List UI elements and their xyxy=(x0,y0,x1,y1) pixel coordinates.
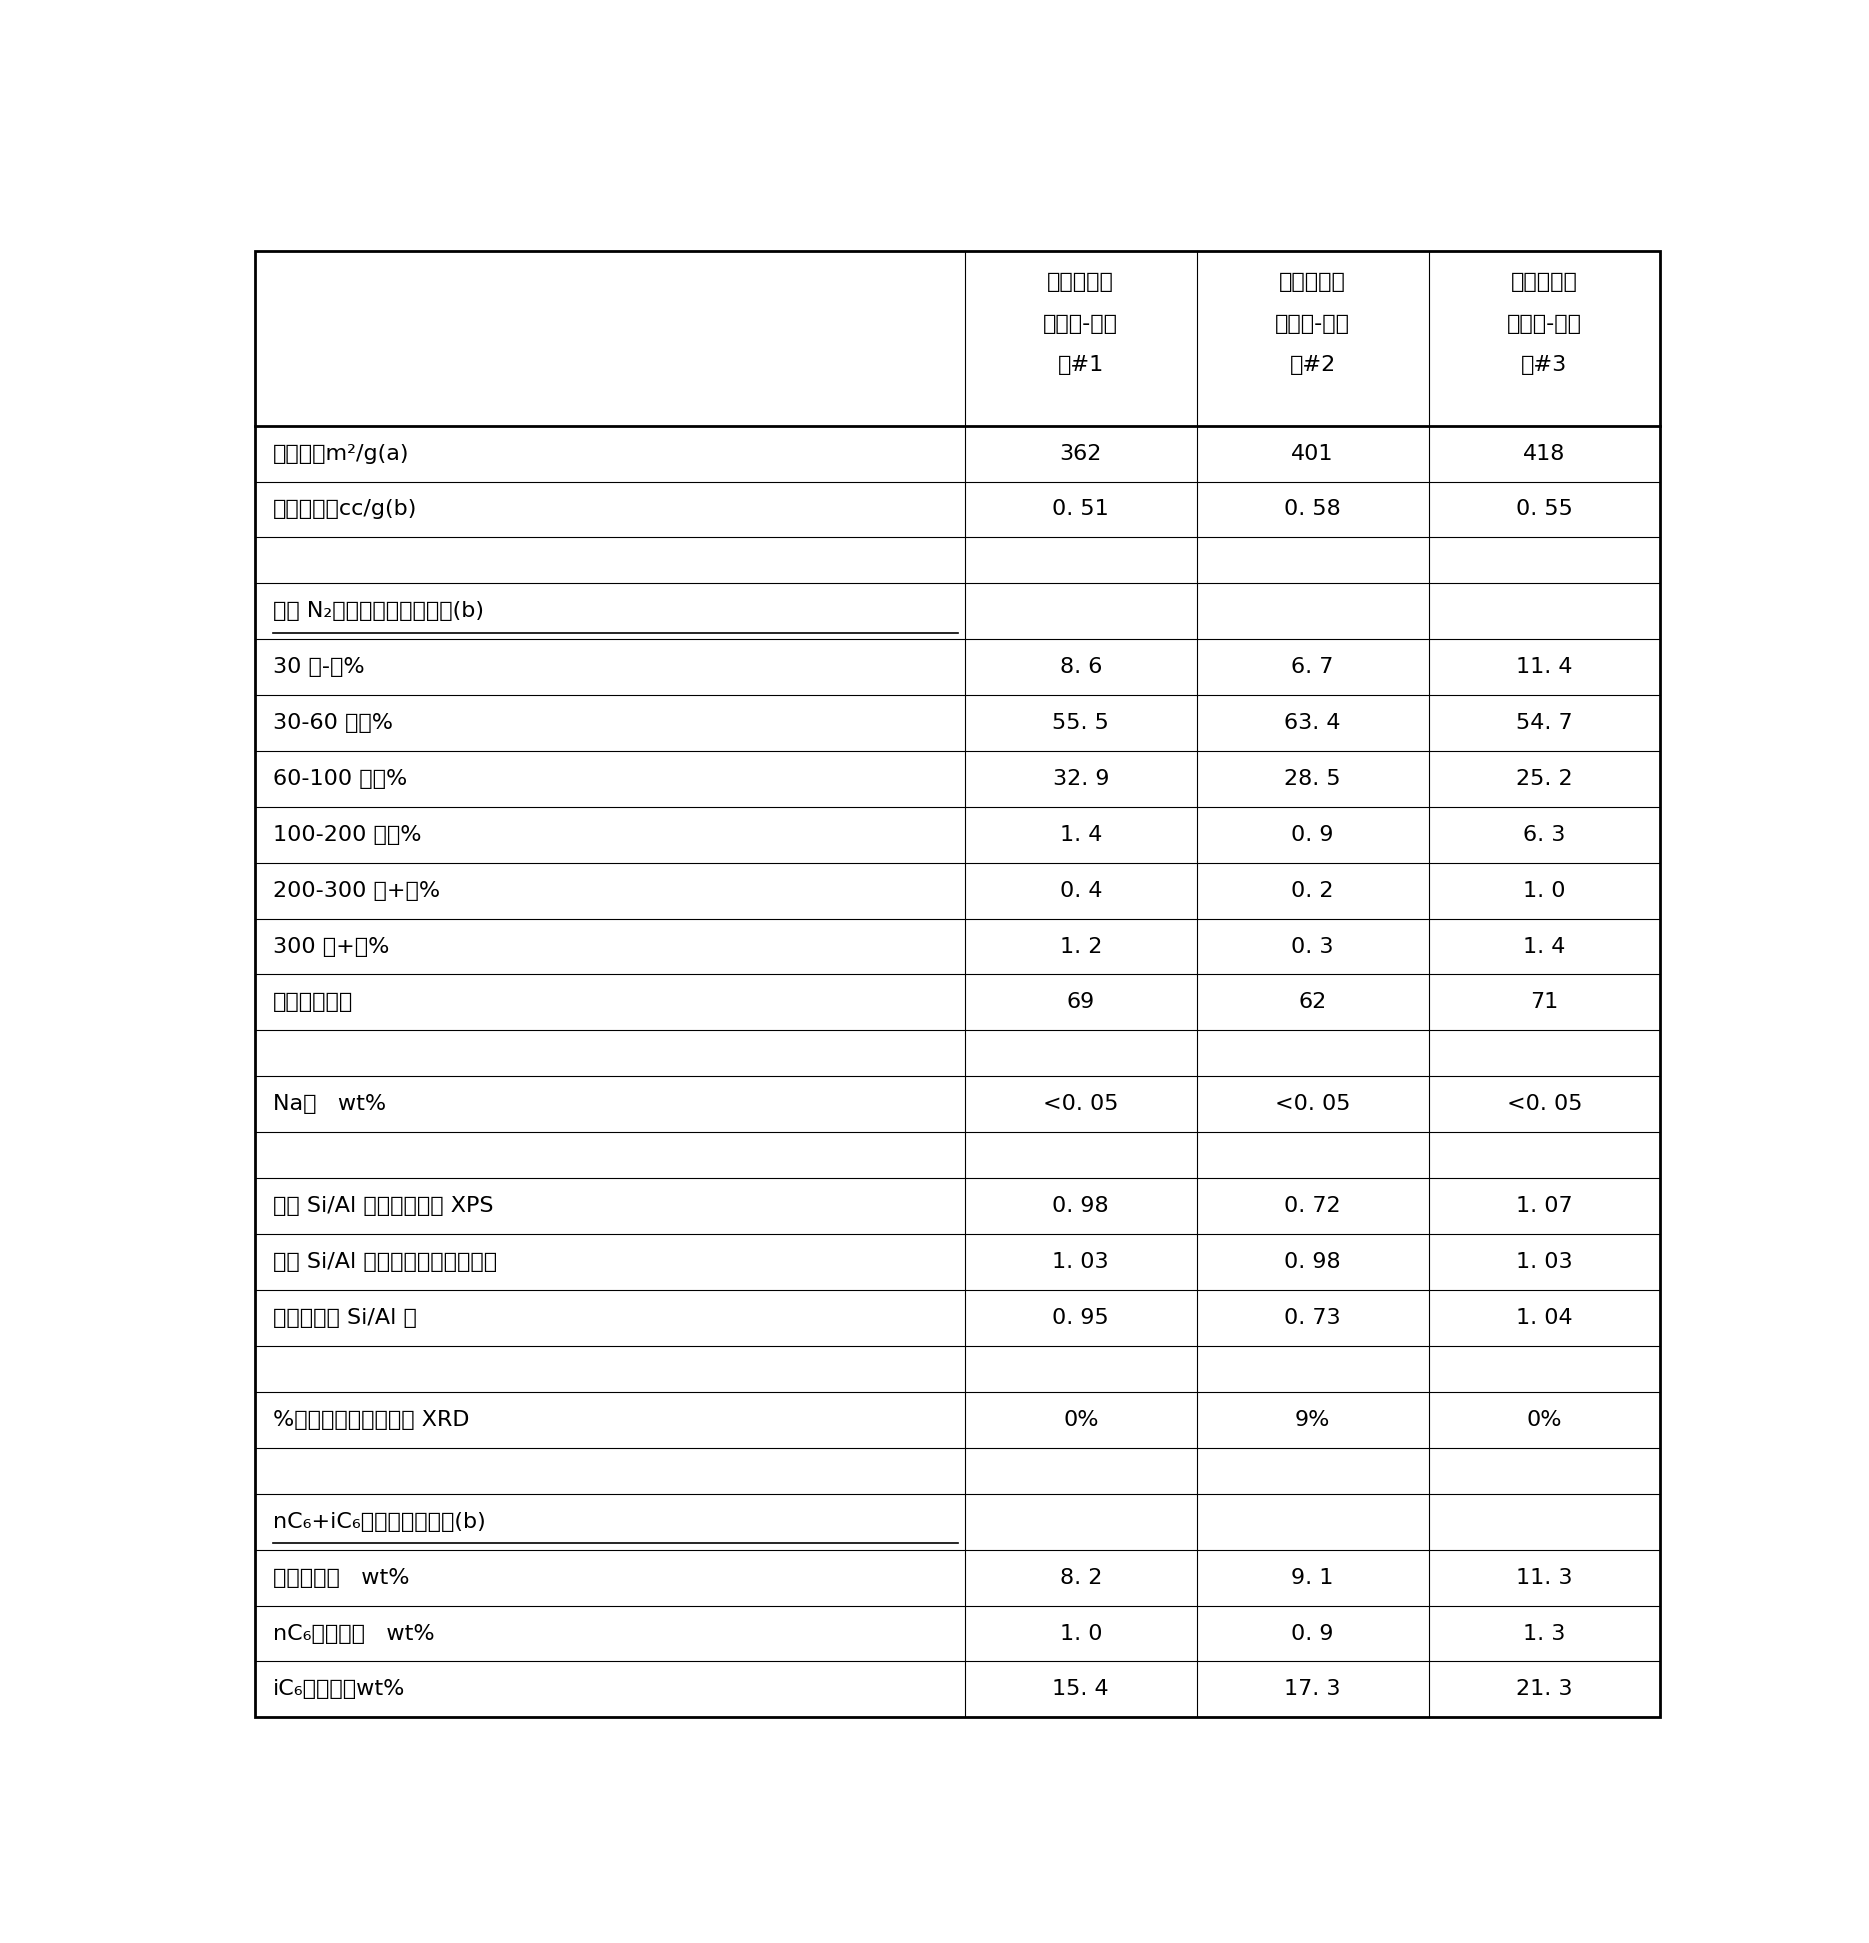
Text: 0. 73: 0. 73 xyxy=(1284,1308,1340,1327)
Text: 铝#3: 铝#3 xyxy=(1521,356,1568,375)
Text: 0. 9: 0. 9 xyxy=(1291,824,1334,845)
Text: 1. 07: 1. 07 xyxy=(1516,1197,1574,1216)
Text: Na，   wt%: Na， wt% xyxy=(273,1094,385,1113)
Text: 32. 9: 32. 9 xyxy=(1052,769,1108,789)
Text: 21. 3: 21. 3 xyxy=(1516,1679,1572,1700)
Text: 401: 401 xyxy=(1291,443,1334,464)
Text: 62: 62 xyxy=(1299,993,1327,1012)
Text: 0. 3: 0. 3 xyxy=(1291,937,1334,956)
Text: 8. 2: 8. 2 xyxy=(1060,1568,1103,1587)
Text: 合乎要求的: 合乎要求的 xyxy=(1278,272,1346,291)
Text: 平均孔径，埃: 平均孔径，埃 xyxy=(273,993,353,1012)
Text: 100-200 埃，%: 100-200 埃，% xyxy=(273,824,421,845)
Text: 0. 72: 0. 72 xyxy=(1284,1197,1340,1216)
Text: 通过 N₂吸附测量的孔径分布(b): 通过 N₂吸附测量的孔径分布(b) xyxy=(273,602,484,622)
Text: 9%: 9% xyxy=(1295,1411,1331,1430)
Text: 0. 9: 0. 9 xyxy=(1291,1624,1334,1644)
Text: 1. 4: 1. 4 xyxy=(1523,937,1566,956)
Text: 1. 3: 1. 3 xyxy=(1523,1624,1566,1644)
Text: 0. 95: 0. 95 xyxy=(1052,1308,1108,1327)
Text: iC₆转化率，wt%: iC₆转化率，wt% xyxy=(273,1679,406,1700)
Text: 0. 98: 0. 98 xyxy=(1284,1251,1340,1273)
Text: 0. 4: 0. 4 xyxy=(1060,880,1103,902)
Text: 1. 0: 1. 0 xyxy=(1060,1624,1103,1644)
Text: 1. 0: 1. 0 xyxy=(1523,880,1566,902)
Text: 表面与本体 Si/Al 比: 表面与本体 Si/Al 比 xyxy=(273,1308,417,1327)
Text: 铝#1: 铝#1 xyxy=(1058,356,1105,375)
Text: 表面 Si/Al 原子比，通过 XPS: 表面 Si/Al 原子比，通过 XPS xyxy=(273,1197,493,1216)
Text: 氧化硅-氧化: 氧化硅-氧化 xyxy=(1506,313,1581,334)
Text: 11. 3: 11. 3 xyxy=(1516,1568,1572,1587)
Text: 300 埃+，%: 300 埃+，% xyxy=(273,937,389,956)
Text: 0. 58: 0. 58 xyxy=(1284,499,1340,519)
Text: 362: 362 xyxy=(1060,443,1103,464)
Text: 表面积，m²/g(a): 表面积，m²/g(a) xyxy=(273,443,409,464)
Text: 1. 04: 1. 04 xyxy=(1516,1308,1574,1327)
Text: 6. 3: 6. 3 xyxy=(1523,824,1566,845)
Text: 17. 3: 17. 3 xyxy=(1284,1679,1340,1700)
Text: 0. 2: 0. 2 xyxy=(1291,880,1334,902)
Text: 1. 03: 1. 03 xyxy=(1052,1251,1108,1273)
Text: 54. 7: 54. 7 xyxy=(1516,713,1574,733)
Text: 30 埃-，%: 30 埃-，% xyxy=(273,657,364,678)
Text: 0. 55: 0. 55 xyxy=(1516,499,1574,519)
Text: nC₆+iC₆模型化合物试验(b): nC₆+iC₆模型化合物试验(b) xyxy=(273,1512,486,1531)
Text: <0. 05: <0. 05 xyxy=(1506,1094,1583,1113)
Text: 6. 7: 6. 7 xyxy=(1291,657,1334,678)
Text: 0%: 0% xyxy=(1527,1411,1562,1430)
Text: 71: 71 xyxy=(1531,993,1559,1012)
Text: 11. 4: 11. 4 xyxy=(1516,657,1572,678)
Text: 铝#2: 铝#2 xyxy=(1290,356,1336,375)
Text: 本体 Si/Al 原子比，通过元素分析: 本体 Si/Al 原子比，通过元素分析 xyxy=(273,1251,497,1273)
Text: 63. 4: 63. 4 xyxy=(1284,713,1340,733)
Text: 28. 5: 28. 5 xyxy=(1284,769,1340,789)
Text: 0%: 0% xyxy=(1063,1411,1099,1430)
Text: 总转化率，   wt%: 总转化率， wt% xyxy=(273,1568,409,1587)
Text: <0. 05: <0. 05 xyxy=(1275,1094,1351,1113)
Text: 1. 2: 1. 2 xyxy=(1060,937,1103,956)
Text: 合乎要求的: 合乎要求的 xyxy=(1047,272,1114,291)
Text: 0. 51: 0. 51 xyxy=(1052,499,1108,519)
Text: 1. 4: 1. 4 xyxy=(1060,824,1103,845)
Text: 25. 2: 25. 2 xyxy=(1516,769,1574,789)
Text: 30-60 埃，%: 30-60 埃，% xyxy=(273,713,392,733)
Text: 418: 418 xyxy=(1523,443,1566,464)
Text: 55. 5: 55. 5 xyxy=(1052,713,1108,733)
Text: 8. 6: 8. 6 xyxy=(1060,657,1103,678)
Text: 合乎要求的: 合乎要求的 xyxy=(1510,272,1577,291)
Text: 60-100 埃，%: 60-100 埃，% xyxy=(273,769,407,789)
Text: 200-300 埃+，%: 200-300 埃+，% xyxy=(273,880,439,902)
Text: 氧化硅-氧化: 氧化硅-氧化 xyxy=(1275,313,1349,334)
Text: 1. 03: 1. 03 xyxy=(1516,1251,1574,1273)
Text: 0. 98: 0. 98 xyxy=(1052,1197,1108,1216)
Text: 氧化硅-氧化: 氧化硅-氧化 xyxy=(1043,313,1118,334)
Text: 69: 69 xyxy=(1067,993,1095,1012)
Text: 9. 1: 9. 1 xyxy=(1291,1568,1334,1587)
Text: 15. 4: 15. 4 xyxy=(1052,1679,1108,1700)
Text: <0. 05: <0. 05 xyxy=(1043,1094,1118,1113)
Text: %结晶氧化铝相，通过 XRD: %结晶氧化铝相，通过 XRD xyxy=(273,1411,469,1430)
Text: 总孔体积，cc/g(b): 总孔体积，cc/g(b) xyxy=(273,499,417,519)
Text: nC₆转化率，   wt%: nC₆转化率， wt% xyxy=(273,1624,434,1644)
